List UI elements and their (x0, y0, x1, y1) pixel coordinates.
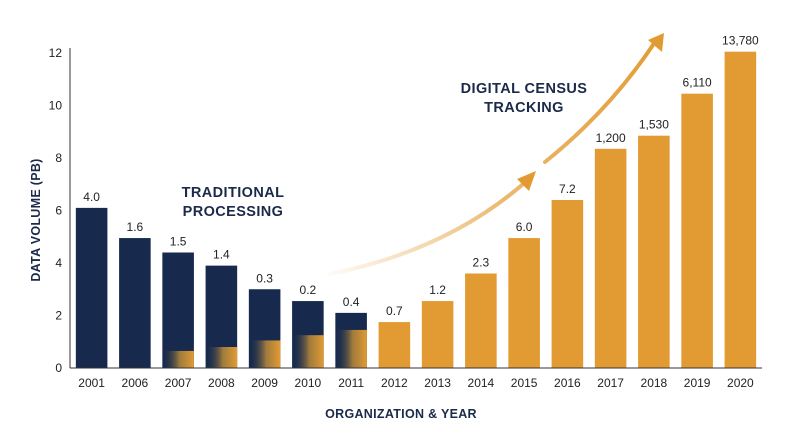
annotation-digital-line1: DIGITAL CENSUS (461, 81, 588, 97)
data-label-2006: 1.6 (127, 220, 144, 234)
bar-2007 (162, 252, 194, 368)
x-tick-2016: 2016 (554, 376, 581, 390)
data-label-2014: 2.3 (473, 256, 490, 270)
bar-2020 (724, 51, 757, 368)
bar-2012 (378, 322, 411, 368)
y-tick-0: 0 (55, 361, 62, 375)
x-tick-2009: 2009 (251, 376, 278, 390)
data-label-2019: 6,110 (683, 76, 712, 90)
data-label-2020: 13,780 (722, 34, 759, 48)
bar-2015 (508, 238, 540, 368)
bar-2017 (594, 148, 627, 368)
data-label-2013: 1.2 (429, 283, 446, 297)
annotation-traditional-line2: PROCESSING (183, 204, 284, 220)
x-tick-2018: 2018 (641, 376, 668, 390)
bar-2018 (638, 135, 670, 368)
bar-2014 (465, 273, 497, 368)
bar-overlay-2011 (335, 329, 367, 368)
bar-2006 (119, 238, 151, 368)
x-tick-2019: 2019 (684, 376, 711, 390)
trend-arrow-upper-path (543, 40, 657, 164)
x-tick-2020: 2020 (727, 376, 754, 390)
data-label-2018: 1,530 (639, 118, 669, 132)
x-tick-2013: 2013 (424, 376, 451, 390)
y-tick-4: 4 (55, 256, 62, 270)
data-label-2016: 7.2 (559, 182, 576, 196)
bar-2016 (551, 200, 584, 368)
bar-2013 (421, 301, 454, 368)
bars-layer (75, 51, 757, 368)
y-axis-title: DATA VOLUME (PB) (29, 158, 43, 281)
bar-overlay-2010 (292, 335, 324, 368)
x-tick-2007: 2007 (165, 376, 192, 390)
annotation-traditional-line1: TRADITIONAL (182, 185, 285, 201)
bar-overlay-2009 (248, 340, 281, 368)
x-tick-2014: 2014 (468, 376, 495, 390)
x-tick-2017: 2017 (597, 376, 624, 390)
bar-2001 (75, 207, 108, 368)
y-tick-12: 12 (49, 46, 63, 60)
y-tick-labels: 0 2 4 6 8 10 12 (49, 46, 63, 375)
x-tick-2015: 2015 (511, 376, 538, 390)
bar-2019 (681, 93, 713, 368)
y-tick-8: 8 (55, 151, 62, 165)
x-axis-title: ORGANIZATION & YEAR (325, 407, 477, 421)
x-tick-2001: 2001 (78, 376, 105, 390)
x-tick-2006: 2006 (122, 376, 149, 390)
data-label-2011: 0.4 (343, 295, 360, 309)
x-tick-labels: 2001 2006 2007 2008 2009 2010 2011 2012 2013 2014… (78, 376, 754, 390)
x-tick-2011: 2011 (338, 376, 364, 390)
data-label-2012: 0.7 (386, 304, 403, 318)
data-label-2009: 0.3 (256, 271, 273, 285)
trend-arrow-upper-head (648, 33, 664, 52)
data-label-2001: 4.0 (83, 190, 100, 204)
data-label-2015: 6.0 (516, 220, 533, 234)
y-tick-10: 10 (49, 99, 63, 113)
annotation-digital-line2: TRACKING (484, 100, 564, 116)
trend-arrow-lower-path (328, 176, 532, 276)
x-tick-2008: 2008 (208, 376, 235, 390)
x-tick-2012: 2012 (381, 376, 408, 390)
data-label-2008: 1.4 (213, 248, 230, 262)
data-label-2007: 1.5 (170, 235, 187, 249)
trend-arrow-lower-head (517, 171, 536, 191)
x-tick-2010: 2010 (295, 376, 322, 390)
data-label-2010: 0.2 (300, 283, 317, 297)
bar-overlay-2007 (162, 350, 194, 368)
y-tick-2: 2 (55, 309, 62, 323)
data-label-2017: 1,200 (596, 131, 626, 145)
y-tick-6: 6 (55, 204, 62, 218)
data-labels-layer: 4.0 1.6 1.5 1.4 0.3 0.2 0.4 0.7 1.2 2.3 6.0 7.2 1,20… (83, 34, 759, 318)
bar-overlay-2008 (205, 347, 238, 368)
